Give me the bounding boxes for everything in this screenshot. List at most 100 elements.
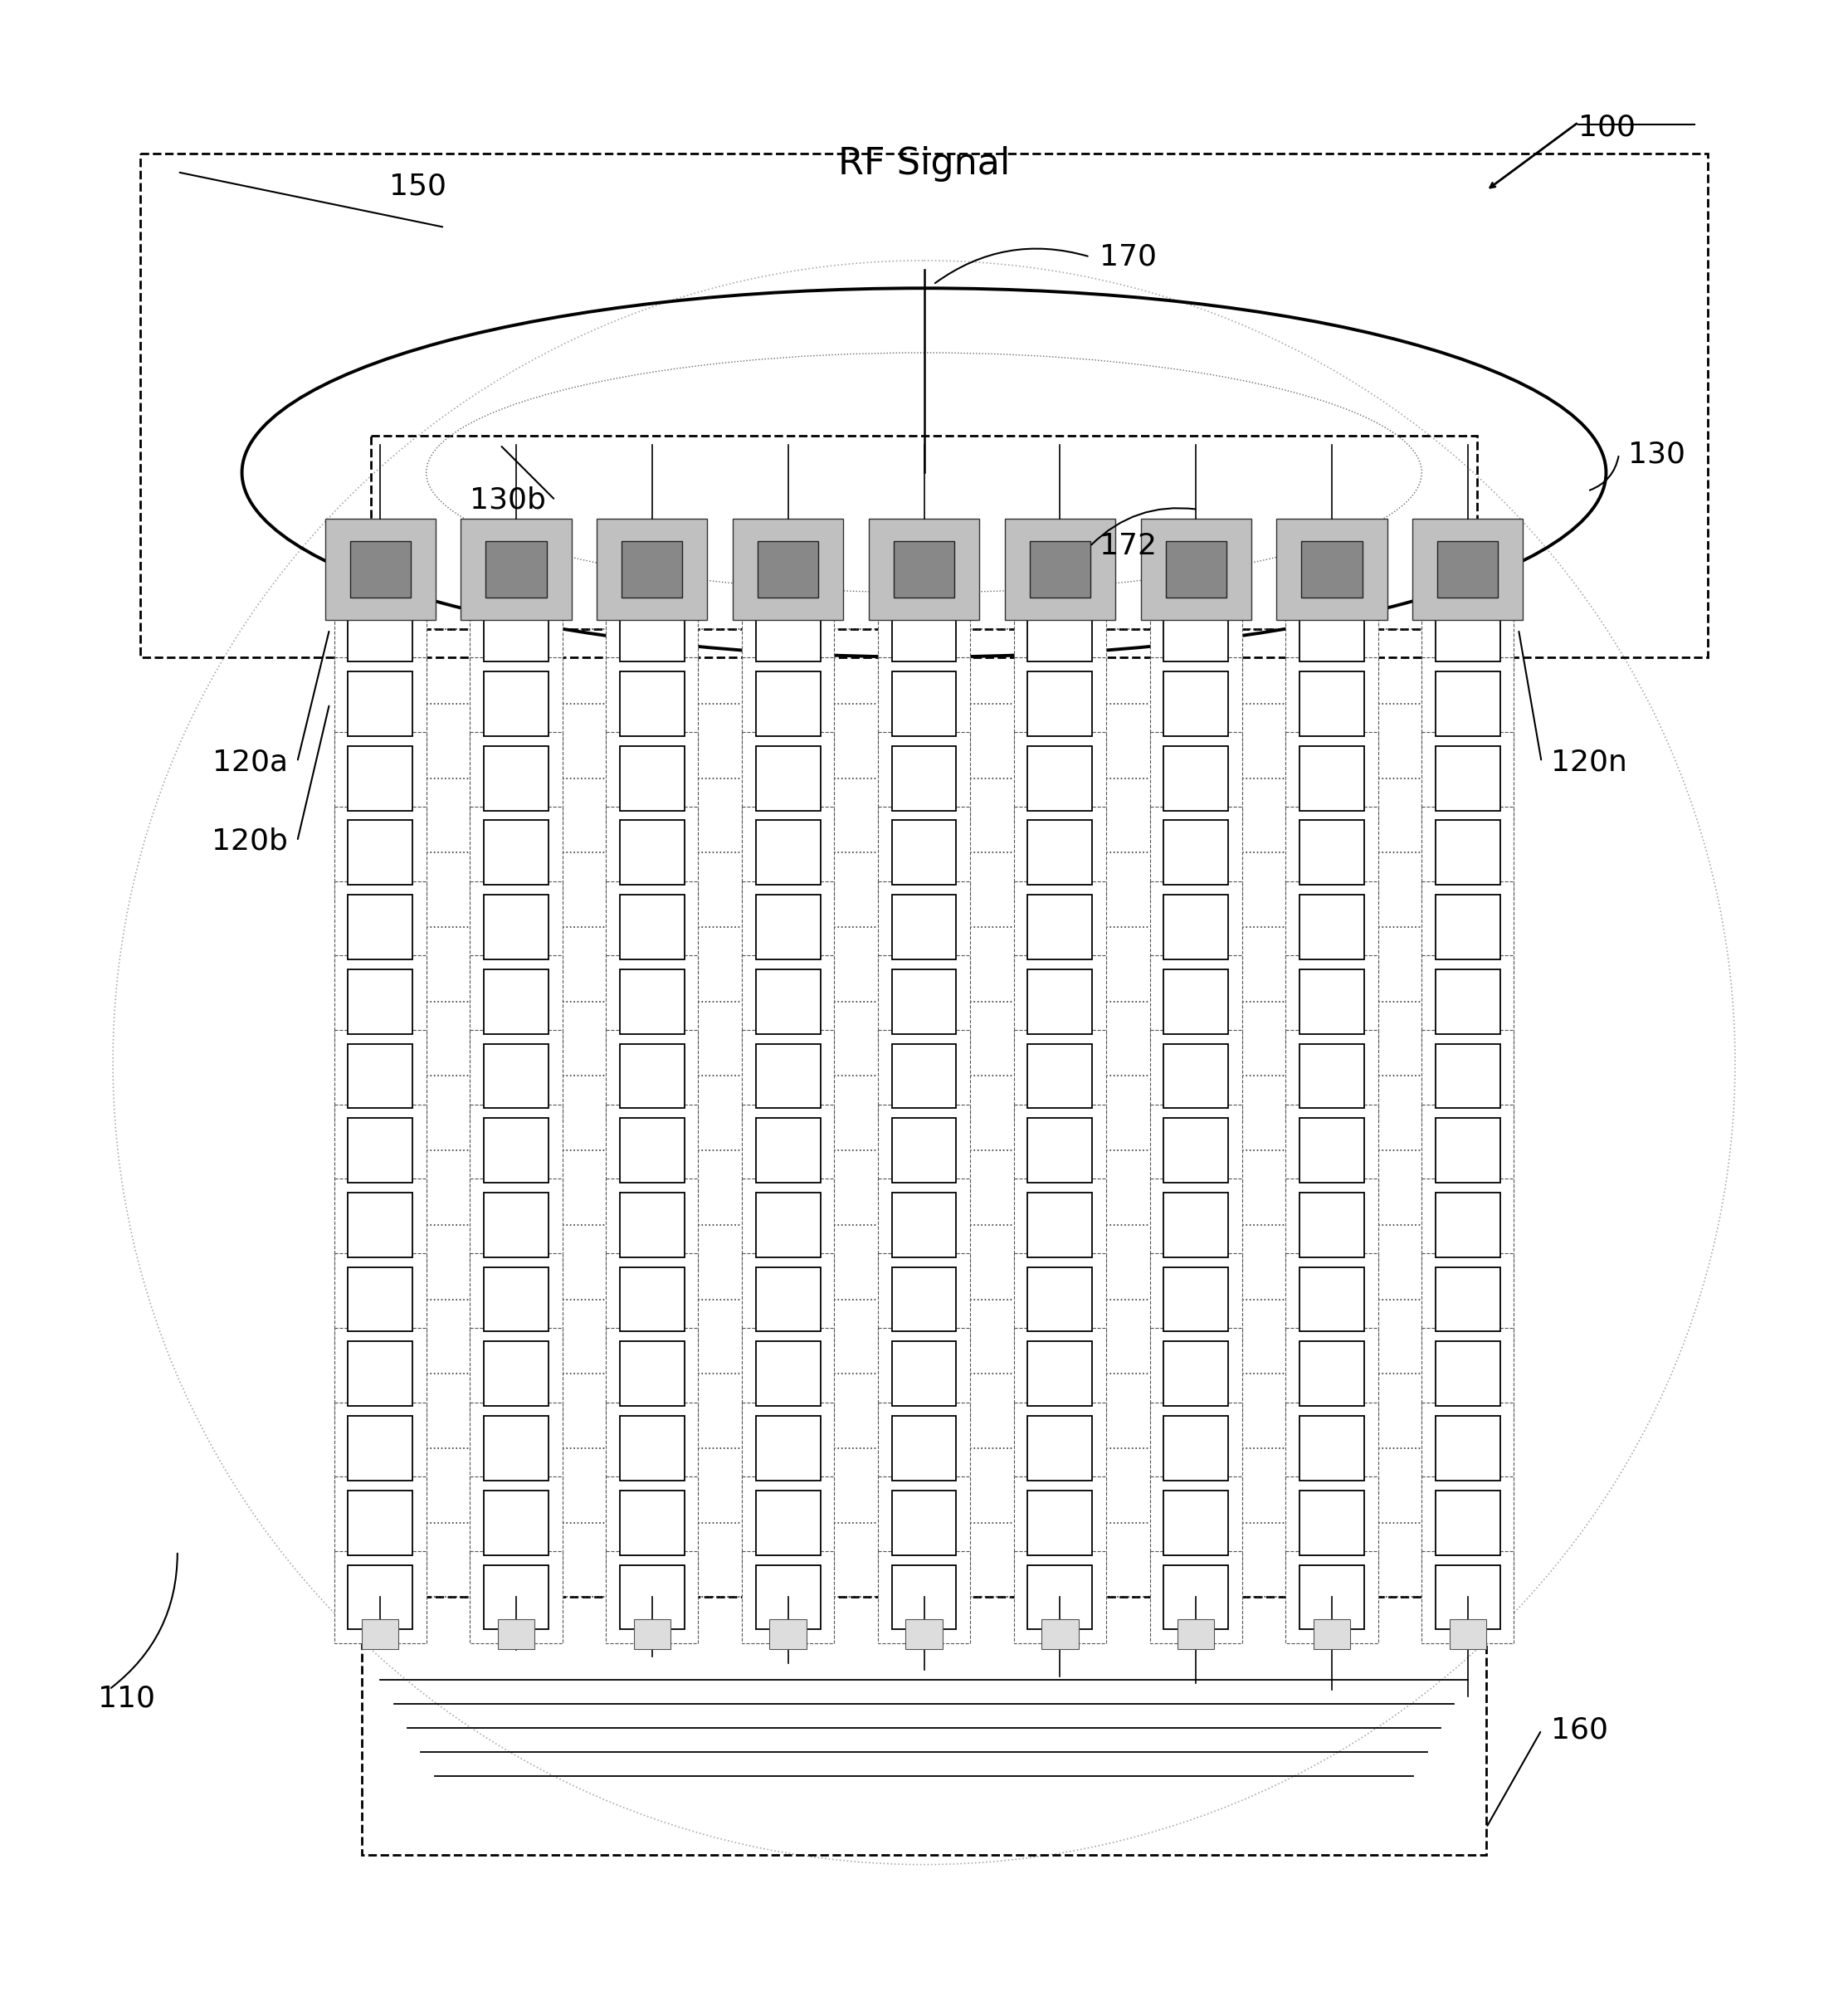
Bar bbox=[1015, 806, 1107, 898]
Bar bbox=[1286, 1327, 1379, 1419]
Bar bbox=[1042, 1619, 1079, 1649]
Bar bbox=[893, 1267, 955, 1331]
Bar bbox=[347, 1341, 412, 1405]
Bar bbox=[606, 1551, 699, 1643]
Bar bbox=[1164, 1341, 1229, 1405]
Bar bbox=[1164, 747, 1229, 810]
Bar bbox=[347, 1491, 412, 1555]
Bar bbox=[1286, 956, 1379, 1048]
Bar bbox=[634, 1619, 671, 1649]
Bar bbox=[619, 894, 684, 960]
Bar bbox=[1027, 820, 1092, 884]
Bar bbox=[893, 1194, 955, 1257]
Bar bbox=[334, 880, 427, 974]
Bar bbox=[1149, 1551, 1242, 1643]
Bar bbox=[1436, 671, 1501, 737]
Text: 150: 150 bbox=[390, 172, 447, 200]
Bar bbox=[606, 1180, 699, 1271]
Bar bbox=[347, 820, 412, 884]
Bar bbox=[878, 1477, 970, 1569]
Bar bbox=[1164, 1415, 1229, 1481]
Bar bbox=[1286, 733, 1379, 824]
Bar bbox=[1286, 806, 1379, 898]
Bar bbox=[741, 1104, 833, 1196]
Bar bbox=[1015, 1327, 1107, 1419]
Bar bbox=[334, 583, 427, 675]
Bar bbox=[893, 1044, 955, 1108]
Bar bbox=[484, 671, 549, 737]
Bar bbox=[756, 1194, 821, 1257]
Bar bbox=[1149, 1180, 1242, 1271]
Bar bbox=[347, 1194, 412, 1257]
Bar bbox=[756, 671, 821, 737]
Bar bbox=[334, 1253, 427, 1345]
Bar bbox=[893, 1118, 955, 1184]
Bar bbox=[878, 806, 970, 898]
Bar bbox=[362, 1619, 399, 1649]
Bar bbox=[1015, 583, 1107, 675]
Bar bbox=[1149, 1104, 1242, 1196]
Bar bbox=[1029, 541, 1090, 597]
Bar bbox=[362, 1597, 1486, 1856]
Bar bbox=[1286, 583, 1379, 675]
Bar bbox=[1166, 541, 1227, 597]
Bar bbox=[347, 1118, 412, 1184]
Bar bbox=[484, 1341, 549, 1405]
Bar bbox=[1027, 1267, 1092, 1331]
Bar bbox=[1015, 1030, 1107, 1122]
Bar bbox=[469, 1030, 562, 1122]
Bar bbox=[619, 1267, 684, 1331]
Bar bbox=[756, 894, 821, 960]
Bar bbox=[1436, 1341, 1501, 1405]
Bar bbox=[1299, 747, 1364, 810]
Bar bbox=[1149, 1030, 1242, 1122]
Bar bbox=[741, 1030, 833, 1122]
Bar bbox=[371, 435, 1477, 629]
Bar bbox=[878, 1180, 970, 1271]
Bar bbox=[1436, 1491, 1501, 1555]
Bar bbox=[619, 597, 684, 661]
Bar bbox=[597, 519, 708, 621]
Bar bbox=[334, 956, 427, 1048]
Bar bbox=[1421, 1104, 1514, 1196]
Bar bbox=[606, 880, 699, 974]
Bar bbox=[741, 880, 833, 974]
Bar bbox=[878, 1030, 970, 1122]
Bar bbox=[469, 1327, 562, 1419]
Bar bbox=[619, 1044, 684, 1108]
Text: 130b: 130b bbox=[469, 487, 547, 515]
Bar bbox=[1421, 1180, 1514, 1271]
Bar bbox=[741, 733, 833, 824]
Bar bbox=[1421, 1477, 1514, 1569]
Bar bbox=[1421, 733, 1514, 824]
Bar bbox=[484, 1565, 549, 1629]
Bar bbox=[758, 541, 819, 597]
Bar bbox=[1412, 519, 1523, 621]
Bar bbox=[1027, 894, 1092, 960]
Bar bbox=[893, 894, 955, 960]
Bar bbox=[1286, 880, 1379, 974]
Bar bbox=[606, 1030, 699, 1122]
Bar bbox=[1421, 1551, 1514, 1643]
Bar bbox=[893, 820, 955, 884]
Bar bbox=[756, 597, 821, 661]
Bar bbox=[1421, 956, 1514, 1048]
Bar bbox=[1436, 1267, 1501, 1331]
Bar bbox=[769, 1619, 806, 1649]
Bar bbox=[1436, 820, 1501, 884]
Bar bbox=[1015, 1477, 1107, 1569]
Bar bbox=[1149, 583, 1242, 675]
Bar bbox=[878, 1551, 970, 1643]
Bar bbox=[484, 1267, 549, 1331]
Bar bbox=[460, 519, 571, 621]
Bar bbox=[878, 1327, 970, 1419]
Bar bbox=[741, 1327, 833, 1419]
Bar bbox=[1164, 1267, 1229, 1331]
Bar bbox=[619, 1565, 684, 1629]
Bar bbox=[1286, 1253, 1379, 1345]
Bar bbox=[606, 657, 699, 750]
Bar bbox=[349, 541, 410, 597]
Bar bbox=[1015, 1551, 1107, 1643]
Bar bbox=[1277, 519, 1388, 621]
Bar bbox=[469, 1104, 562, 1196]
